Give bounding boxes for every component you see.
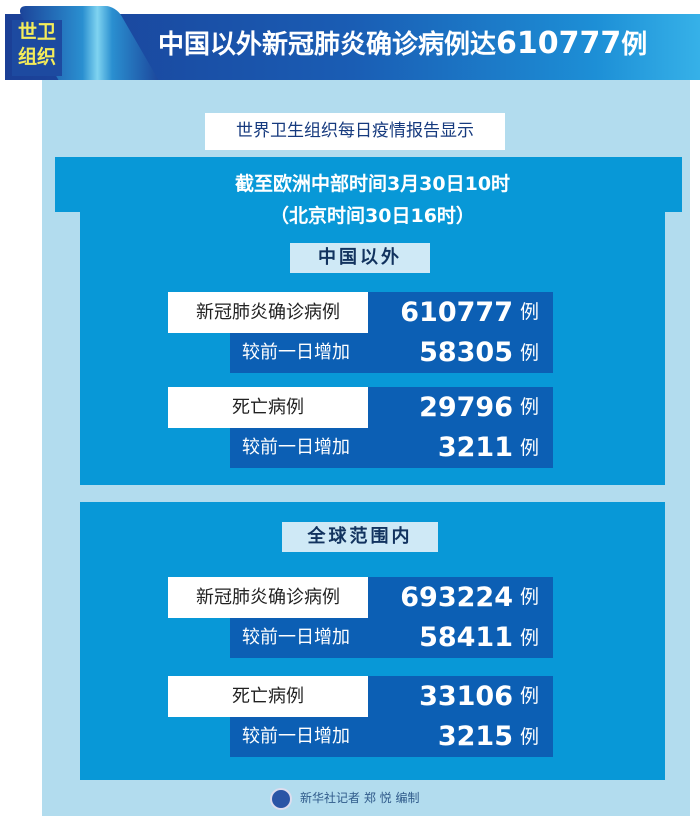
stat-increase: 较前一日增加 3211 例 — [230, 428, 553, 468]
stat-label: 死亡病例 — [168, 676, 368, 717]
stat-label: 死亡病例 — [168, 387, 368, 428]
stat-increase: 较前一日增加 3215 例 — [230, 717, 553, 757]
badge-line2: 组织 — [17, 46, 56, 68]
date-line1: 截至欧洲中部时间3月30日10时 — [234, 173, 511, 195]
stat-value: 33106 例 — [368, 676, 553, 717]
title-unit: 例 — [621, 30, 648, 60]
who-badge: 世卫 组织 — [12, 20, 62, 76]
xinhua-logo-icon — [270, 787, 292, 810]
stat-increase: 较前一日增加 58411 例 — [230, 618, 553, 658]
stat-label: 新冠肺炎确诊病例 — [168, 292, 368, 333]
stat-value: 693224 例 — [368, 577, 553, 618]
badge-line1: 世卫 — [17, 21, 56, 43]
title-text: 中国以外新冠肺炎确诊病例达 — [158, 30, 497, 60]
stat-value: 610777 例 — [368, 292, 553, 333]
section-title: 中国以外 — [290, 243, 430, 273]
date-text: 截至欧洲中部时间3月30日10时 （北京时间30日16时） — [80, 168, 665, 232]
page-title: 中国以外新冠肺炎确诊病例达610777例 — [158, 24, 647, 61]
date-line2: （北京时间30日16时） — [270, 205, 475, 227]
stat-increase: 较前一日增加 58305 例 — [230, 333, 553, 373]
title-number: 610777 — [496, 26, 622, 61]
subtitle: 世界卫生组织每日疫情报告显示 — [205, 113, 505, 150]
credit-text: 新华社记者 郑 悦 编制 — [300, 791, 420, 805]
section-title: 全球范围内 — [282, 522, 438, 552]
stat-label: 新冠肺炎确诊病例 — [168, 577, 368, 618]
stat-value: 29796 例 — [368, 387, 553, 428]
footer-credit: 新华社记者 郑 悦 编制 — [270, 786, 419, 810]
